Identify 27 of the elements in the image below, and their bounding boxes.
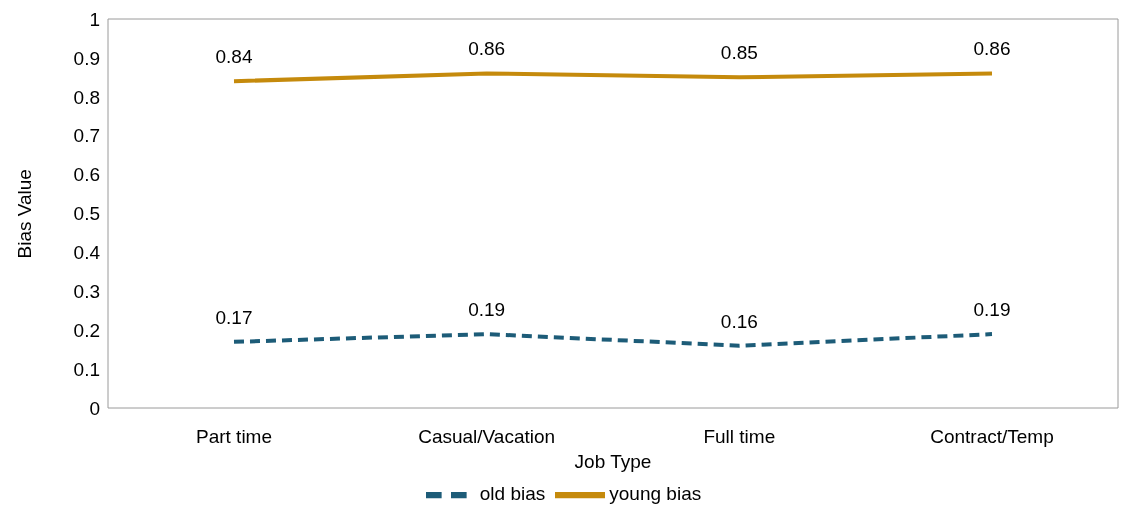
y-tick-label: 0.4 (73, 242, 101, 264)
y-tick-label: 0.8 (73, 86, 100, 108)
data-label: 0.86 (973, 38, 1011, 60)
y-tick-label: 0.2 (73, 319, 100, 341)
data-label: 0.19 (973, 299, 1011, 321)
data-label: 0.85 (720, 42, 758, 64)
y-tick-label: 0.5 (73, 203, 100, 225)
y-tick-label: 0 (89, 397, 100, 419)
y-axis-title: Bias Value (13, 169, 35, 259)
y-tick-label: 0.7 (73, 125, 100, 147)
x-tick-label: Full time (703, 426, 776, 448)
legend-label: young bias (609, 483, 702, 505)
x-tick-label: Casual/Vacation (418, 426, 556, 448)
y-tick-label: 0.9 (73, 47, 100, 69)
y-tick-label: 0.1 (73, 358, 100, 380)
x-tick-label: Part time (195, 426, 273, 448)
data-label: 0.16 (720, 310, 758, 332)
data-label: 0.86 (468, 38, 506, 60)
y-tick-label: 0.3 (73, 281, 100, 303)
y-tick-label: 0.6 (73, 164, 100, 186)
y-tick-label: 1 (89, 8, 100, 30)
data-label: 0.84 (215, 46, 253, 68)
legend-label: old bias (479, 483, 546, 505)
x-tick-label: Contract/Temp (930, 426, 1054, 448)
x-axis-title: Job Type (574, 451, 652, 472)
data-label: 0.19 (468, 299, 506, 321)
data-label: 0.17 (215, 306, 253, 328)
